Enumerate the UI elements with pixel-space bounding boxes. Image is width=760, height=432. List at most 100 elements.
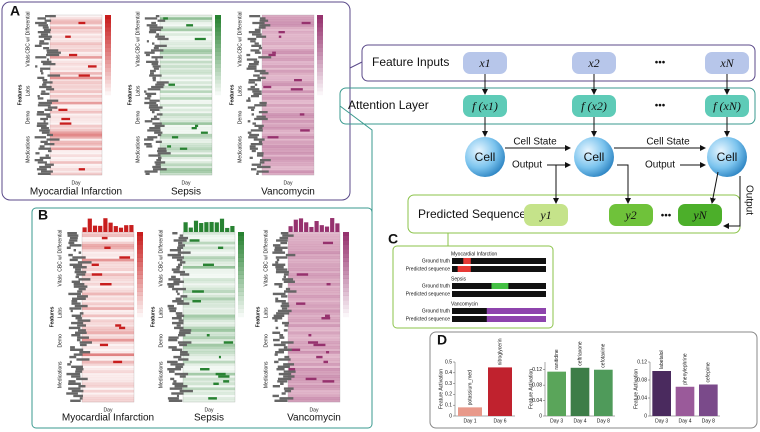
colorbar xyxy=(238,291,244,296)
feature-bar xyxy=(34,159,44,162)
heatmap-row xyxy=(262,106,314,109)
heatmap-title: Myocardial Infarction xyxy=(62,413,154,424)
y-tick-label: 0 xyxy=(449,413,452,419)
feature-bar xyxy=(176,324,181,327)
output-label: Output xyxy=(743,185,754,215)
feature-bar xyxy=(157,133,162,137)
heatmap-row xyxy=(82,285,134,289)
heatmap-row xyxy=(160,63,212,66)
heatmap-row xyxy=(160,108,212,112)
bar xyxy=(594,369,613,416)
heatmap-row xyxy=(262,170,314,173)
feature-bar xyxy=(256,170,269,173)
heatmap-row xyxy=(160,65,212,68)
feature-bar xyxy=(179,234,184,237)
feature-bar xyxy=(178,319,184,322)
heatmap-cell xyxy=(294,79,302,82)
heatmap-row xyxy=(288,372,340,376)
colorbar xyxy=(343,244,349,250)
heatmap-row xyxy=(160,136,212,139)
heatmap-row xyxy=(288,285,340,289)
heatmap-cell xyxy=(288,368,296,371)
colorbar xyxy=(317,31,323,36)
feature-bar xyxy=(154,131,163,134)
feature-bar xyxy=(70,309,73,313)
sequence-segment xyxy=(463,258,471,264)
feature-bar xyxy=(144,90,147,93)
heatmap-row xyxy=(262,28,314,32)
heatmap-row xyxy=(288,278,340,281)
heatmap-cell xyxy=(104,246,111,249)
heatmap-row xyxy=(288,263,340,267)
heatmap-row xyxy=(82,341,134,344)
feature-bar xyxy=(42,83,47,86)
heatmap-row xyxy=(288,387,340,391)
feature-bar xyxy=(144,97,151,100)
colorbar xyxy=(137,300,143,305)
heatmap-row xyxy=(82,249,134,252)
colorbar xyxy=(238,304,244,309)
heatmap-row xyxy=(82,326,134,330)
heatmap-cell xyxy=(78,74,90,77)
heatmap-cell xyxy=(313,343,326,347)
colorbar xyxy=(343,257,349,262)
x-axis-label: Day xyxy=(182,180,191,186)
heatmap-cell xyxy=(290,88,303,91)
feature-bar xyxy=(155,35,165,38)
heatmap-row xyxy=(183,324,235,327)
feature-bar xyxy=(152,65,161,68)
cell-label: Cell xyxy=(475,150,496,164)
feature-bar xyxy=(69,244,82,247)
bar xyxy=(570,367,590,416)
box-title: Attention Layer xyxy=(348,98,429,112)
day-bar xyxy=(330,218,335,233)
feature-bar xyxy=(176,266,181,269)
heatmap-row xyxy=(82,268,134,272)
heatmap-row xyxy=(160,149,212,153)
heatmap-row xyxy=(288,292,340,296)
feature-bar xyxy=(69,239,78,242)
feature-bar xyxy=(38,24,49,27)
feature-bar xyxy=(69,236,78,240)
feature-bar xyxy=(174,326,184,330)
heatmap-row xyxy=(288,314,340,318)
heatmap-cell xyxy=(322,241,334,245)
feature-bar xyxy=(151,85,164,89)
group-label: Medications xyxy=(158,361,164,388)
feature-bar xyxy=(281,307,288,310)
heatmap-row xyxy=(183,297,235,301)
heatmap-row xyxy=(288,261,340,264)
heatmap-row xyxy=(288,329,340,332)
heatmap-row xyxy=(50,104,102,107)
feature-bar xyxy=(275,261,279,264)
ellipsis: ••• xyxy=(661,211,672,222)
heatmap-row xyxy=(183,290,235,293)
colorbar xyxy=(238,283,244,288)
heatmap-row xyxy=(50,15,102,18)
heatmap-row xyxy=(262,33,314,36)
heatmap-row xyxy=(50,67,102,71)
heatmap-row xyxy=(288,368,340,371)
heatmap-row xyxy=(288,321,340,325)
heatmap-title: Vancomycin xyxy=(287,413,341,424)
colorbar xyxy=(105,87,111,92)
heatmap-cell xyxy=(186,24,194,27)
heatmap-row xyxy=(50,60,102,64)
x-tick-label: Day 6 xyxy=(493,418,506,424)
heatmap-row xyxy=(288,363,340,366)
group-label: Demo xyxy=(237,111,243,125)
feature-bar xyxy=(39,42,49,45)
heatmap-cell xyxy=(200,131,208,134)
feature-bar xyxy=(250,40,256,43)
feature-bar xyxy=(78,287,86,291)
feature-bar xyxy=(250,143,263,146)
feature-bar xyxy=(149,26,164,29)
feature-bar xyxy=(259,101,267,105)
row-label: Ground truth xyxy=(422,308,450,314)
feature-bar xyxy=(179,375,186,378)
feature-bar xyxy=(38,147,51,150)
colorbar xyxy=(317,71,323,76)
feature-bar xyxy=(251,108,255,111)
heatmap-row xyxy=(262,19,314,23)
heatmap-row xyxy=(50,111,102,114)
